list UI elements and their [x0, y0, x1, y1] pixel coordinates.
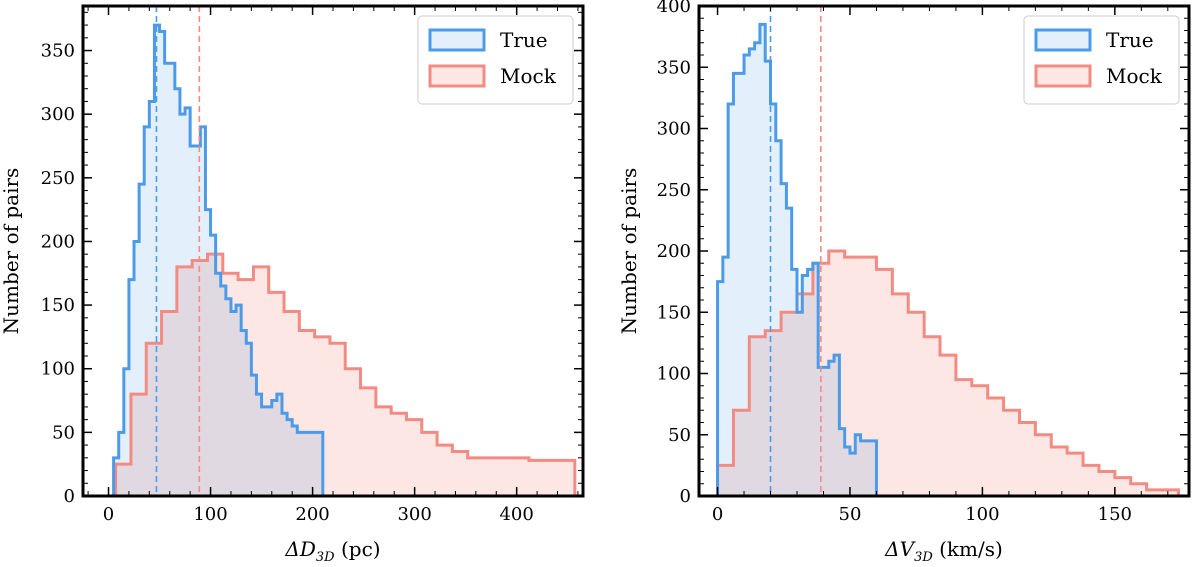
x-tick-label: 200	[295, 504, 329, 525]
legend-label-true: True	[1106, 28, 1154, 52]
y-tick-label: 150	[657, 302, 691, 323]
y-tick-label: 100	[41, 359, 75, 380]
y-tick-label: 300	[657, 119, 691, 140]
y-tick-label: 0	[680, 486, 691, 507]
legend-swatch-true	[428, 28, 486, 52]
y-tick-label: 100	[657, 364, 691, 385]
legend-swatch-true	[1034, 28, 1092, 52]
plot-area	[716, 6, 1180, 496]
panel-1: 0 100 200 300 400 0 50 100 150 200 250 300 350 ΔD3D (…	[0, 4, 585, 565]
y-tick-label: 400	[657, 0, 691, 17]
legend: True Mock	[417, 15, 574, 105]
true-histogram-line	[716, 22, 878, 496]
mock-histogram-line	[716, 249, 1180, 496]
y-tick-label: 200	[657, 241, 691, 262]
x-tick-label: 0	[712, 504, 723, 525]
x-axis-label: ΔV3D (km/s)	[884, 537, 1003, 565]
x-tick-label: 300	[397, 504, 431, 525]
y-tick-label: 250	[41, 168, 75, 189]
y-tick-label: 50	[52, 422, 75, 443]
legend-label-mock: Mock	[1106, 64, 1163, 88]
true-histogram-line	[112, 23, 325, 496]
y-axis-label: Number of pairs	[0, 168, 23, 335]
y-tick-label: 50	[668, 425, 691, 446]
y-tick-label: 300	[41, 104, 75, 125]
legend: True Mock	[1023, 15, 1180, 105]
y-axis-label: Number of pairs	[617, 168, 641, 335]
true-histogram-fill	[113, 25, 323, 496]
legend-label-mock: Mock	[500, 64, 557, 88]
x-tick-label: 100	[193, 504, 227, 525]
x-axis-label: ΔD3D (pc)	[284, 537, 380, 565]
true-histogram-fill	[717, 24, 877, 496]
x-tick-label: 100	[965, 504, 999, 525]
mock-histogram-line	[114, 252, 577, 496]
x-tick-label: 400	[499, 504, 533, 525]
legend-swatch-mock	[428, 64, 486, 88]
y-tick-label: 200	[41, 231, 75, 252]
x-tick-label: 150	[1098, 504, 1132, 525]
y-tick-label: 0	[64, 486, 75, 507]
legend-label-true: True	[500, 28, 548, 52]
y-tick-label: 350	[657, 57, 691, 78]
panel-2: 0 50 100 150 0 50 100 150 200 250 300 350 400 ΔV3D (k…	[617, 0, 1191, 565]
x-tick-label: 0	[103, 504, 114, 525]
legend-swatch-mock	[1034, 64, 1092, 88]
plot-area	[112, 6, 577, 496]
y-tick-label: 150	[41, 295, 75, 316]
x-tick-label: 50	[839, 504, 862, 525]
y-tick-label: 250	[657, 180, 691, 201]
y-tick-label: 350	[41, 41, 75, 62]
